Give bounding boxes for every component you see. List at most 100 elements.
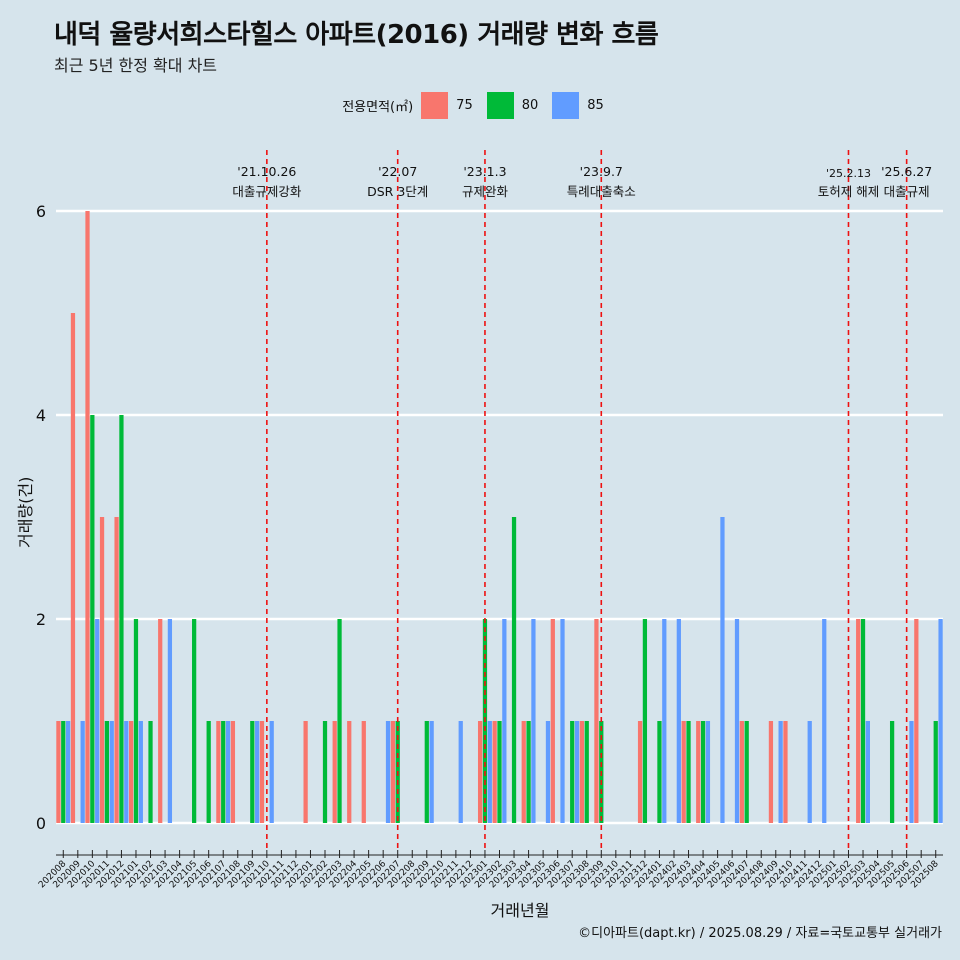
bar-80-202407 [744, 721, 749, 823]
bar-85-202304 [531, 619, 536, 823]
bar-75-202407 [739, 721, 744, 823]
bar-75-202101 [129, 721, 134, 823]
bar-80-202505 [889, 721, 895, 823]
bar-80-202105 [192, 619, 197, 823]
bar-85-202101 [138, 721, 143, 823]
bar-85-202109 [255, 721, 260, 823]
bar-80-202010 [90, 415, 95, 823]
legend-item-80: 80 [486, 92, 539, 119]
y-tick-label-0: 0 [36, 814, 46, 833]
bar-85-202008 [65, 721, 71, 823]
legend-swatch-75 [421, 92, 449, 119]
bar-85-202211 [458, 721, 463, 823]
bar-75-202107 [216, 721, 221, 823]
y-tick-label-6: 6 [36, 202, 46, 221]
bar-75-202103 [158, 619, 163, 823]
bar-75-202205 [361, 721, 366, 823]
legend-label-75: 75 [456, 98, 473, 113]
x-axis-label: 거래년월 [490, 901, 550, 920]
bar-80-202303 [511, 517, 517, 823]
source-caption: ©디아파트(dapt.kr) / 2025.08.29 / 자료=국토교통부 실… [578, 926, 942, 941]
bar-80-202503 [860, 619, 866, 823]
bar-85-202406 [734, 619, 740, 823]
bar-80-202012 [119, 415, 124, 823]
bar-80-202308 [584, 721, 589, 823]
bar-85-202107 [225, 721, 231, 823]
bar-75-202302 [492, 721, 497, 823]
bar-85-202010 [95, 619, 100, 823]
bar-85-202503 [865, 721, 870, 823]
bar-80-202102 [148, 721, 153, 823]
event-date-202207: '22.07 [378, 164, 417, 179]
bar-85-202402 [676, 619, 681, 823]
bar-85-202409 [778, 721, 783, 823]
event-label-202110: 대출규제강화 [232, 184, 302, 199]
event-label-202502: 토허제 해제 [818, 184, 879, 199]
bar-85-202405 [720, 517, 725, 823]
bar-80-202209 [424, 721, 429, 823]
bar-85-202206 [385, 721, 391, 823]
bar-75-202010 [85, 211, 90, 823]
bar-85-202305 [545, 721, 551, 823]
bar-85-202412 [822, 619, 827, 823]
legend-item-75: 75 [421, 92, 473, 119]
bar-75-202410 [783, 721, 788, 823]
bar-80-202202 [322, 721, 328, 823]
bar-85-202110 [269, 721, 274, 823]
bar-85-202009 [80, 721, 85, 823]
bar-80-202109 [250, 721, 255, 823]
bar-75-202207 [390, 721, 395, 823]
bar-85-202506 [909, 721, 914, 823]
bar-75-202204 [347, 721, 352, 823]
chart-title: 내덕 율량서희스타힐스 아파트(2016) 거래량 변화 흐름 [54, 20, 659, 50]
bar-75-202409 [768, 721, 774, 823]
bar-85-202209 [429, 721, 434, 823]
event-date-202506: '25.6.27 [881, 164, 932, 179]
bar-80-202106 [206, 721, 211, 823]
event-label-202207: DSR 3단계 [367, 184, 428, 199]
bar-80-202401 [657, 721, 662, 823]
event-label-202506: 대출규제 [884, 184, 930, 199]
bar-85-202301 [487, 721, 492, 823]
bar-85-202411 [807, 721, 812, 823]
bar-75-202301 [477, 721, 483, 823]
bar-85-202307 [574, 721, 580, 823]
event-markers: '21.10.26 대출규제강화 '22.07 DSR 3단계 '23.1.3 규제완화 '… [232, 150, 932, 850]
legend-title: 전용면적(㎡) [342, 100, 414, 115]
bar-85-202508 [938, 619, 943, 823]
bar-80-202404 [700, 721, 706, 823]
event-date-202301: '23.1.3 [463, 164, 506, 179]
legend-swatch-80 [486, 92, 514, 119]
bar-80-202203 [337, 619, 342, 823]
bar-75-202008 [56, 721, 61, 823]
bar-75-202306 [550, 619, 555, 823]
bar-75-202304 [521, 721, 526, 823]
bar-85-202011 [109, 721, 114, 823]
y-tick-label-2: 2 [36, 610, 46, 629]
event-date-202309: '23.9.7 [580, 164, 623, 179]
bar-80-202107 [221, 721, 226, 823]
bar-80-202101 [133, 619, 139, 823]
bar-80-202403 [686, 721, 691, 823]
bar-75-202012 [114, 517, 119, 823]
bar-75-202309 [594, 619, 599, 823]
y-tick-label-4: 4 [36, 406, 46, 425]
bar-85-202302 [502, 619, 507, 823]
bar-85-202103 [167, 619, 173, 823]
legend-label-80: 80 [521, 98, 539, 113]
legend-swatch-85 [552, 92, 580, 119]
bar-75-202011 [99, 517, 105, 823]
bar-80-202307 [570, 721, 575, 823]
bar-85-202012 [124, 721, 129, 823]
legend-label-85: 85 [587, 98, 604, 113]
bar-75-202503 [856, 619, 861, 823]
bar-75-202108 [230, 721, 236, 823]
event-date-202110: '21.10.26 [237, 164, 296, 179]
bar-80-202011 [104, 721, 110, 823]
event-label-202301: 규제완화 [462, 184, 509, 199]
bar-85-202401 [662, 619, 667, 823]
bar-75-202203 [332, 721, 337, 823]
bar-80-202508 [933, 721, 938, 823]
bar-80-202304 [526, 721, 531, 823]
